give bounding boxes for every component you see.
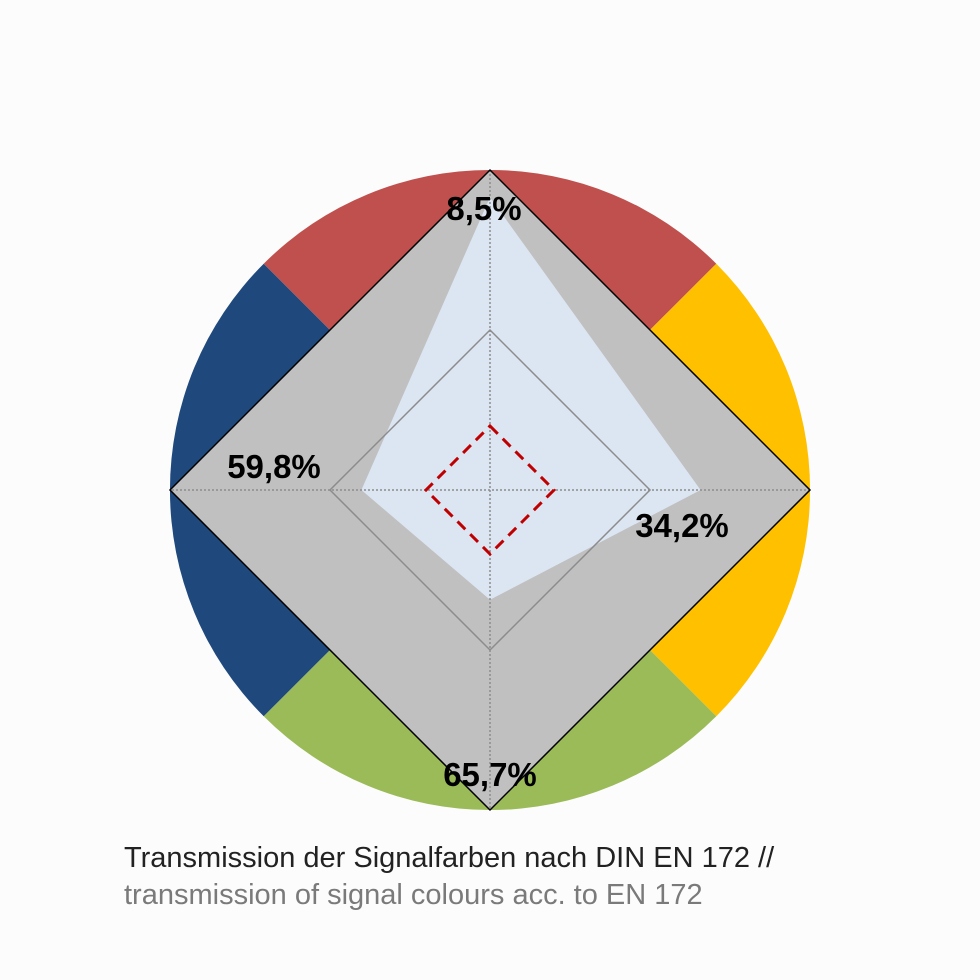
value-label-yellow: 34,2% [635,507,729,544]
value-labels: 8,5% 34,2% 65,7% 59,8% [227,190,729,793]
value-label-blue: 59,8% [227,448,321,485]
radar-grid [170,170,810,810]
chart-caption: Transmission der Signalfarben nach DIN E… [124,840,774,914]
value-label-red: 8,5% [446,190,521,227]
reference-dashed-line [423,423,557,557]
caption-title: Transmission der Signalfarben nach DIN E… [124,842,775,874]
caption-subtitle: transmission of signal colours acc. to E… [124,879,703,911]
transmission-area [361,197,701,600]
outer-diamond-border [168,168,812,812]
value-label-green: 65,7% [443,756,537,793]
